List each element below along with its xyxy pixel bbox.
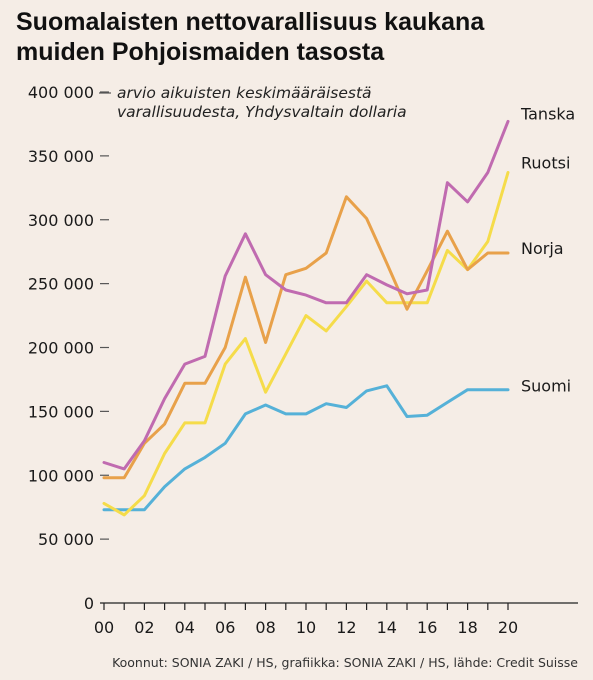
x-tick-label: 16	[417, 618, 437, 637]
x-tick-label: 14	[377, 618, 397, 637]
series-label-ruotsi: Ruotsi	[521, 153, 570, 172]
x-tick-label: 08	[255, 618, 275, 637]
chart-title-line-1: Suomalaisten nettovarallisuus kaukana	[16, 8, 485, 36]
chart-credit: Koonnut: SONIA ZAKI / HS, grafiikka: SON…	[112, 655, 578, 670]
series-labels: Tanska Ruotsi Norja Suomi	[520, 104, 575, 395]
y-tick-label: 0	[84, 594, 94, 613]
series-label-suomi: Suomi	[521, 377, 571, 396]
x-tick-label: 00	[94, 618, 114, 637]
series-line-norja	[102, 195, 510, 480]
x-tick-label: 06	[215, 618, 235, 637]
x-tick-label: 10	[296, 618, 316, 637]
series-line-suomi	[102, 384, 510, 512]
y-tick-label: 50 000	[38, 530, 94, 549]
y-tick-label: 150 000	[28, 402, 94, 421]
series-line-tanska	[102, 119, 510, 471]
y-tick-label: 200 000	[28, 339, 94, 358]
x-tick-label: 12	[336, 618, 356, 637]
series-line-ruotsi	[102, 171, 510, 517]
y-axis: 0 50 000 100 000 150 000 200 000 250 000 300 0…	[28, 83, 109, 613]
x-tick-label: 18	[457, 618, 477, 637]
x-tick-label: 20	[498, 618, 518, 637]
chart-subtitle-line-1: arvio aikuisten keskimääräisestä	[117, 84, 372, 102]
x-tick-label: 02	[134, 618, 154, 637]
series-lines	[102, 119, 510, 517]
series-label-norja: Norja	[521, 239, 564, 258]
series-label-tanska: Tanska	[520, 104, 575, 123]
y-tick-label: 300 000	[28, 211, 94, 230]
y-tick-label: 400 000	[28, 83, 94, 102]
x-axis: 00 02 04 06 08 10 12 14 16 18 20	[94, 602, 578, 637]
y-tick-label: 250 000	[28, 275, 94, 294]
chart-subtitle-line-2: varallisuudesta, Yhdysvaltain dollaria	[117, 103, 407, 121]
x-tick-label: 04	[175, 618, 195, 637]
chart-title-line-2: muiden Pohjoismaiden tasosta	[16, 38, 385, 66]
y-tick-label: 350 000	[28, 147, 94, 166]
y-tick-label: 100 000	[28, 466, 94, 485]
